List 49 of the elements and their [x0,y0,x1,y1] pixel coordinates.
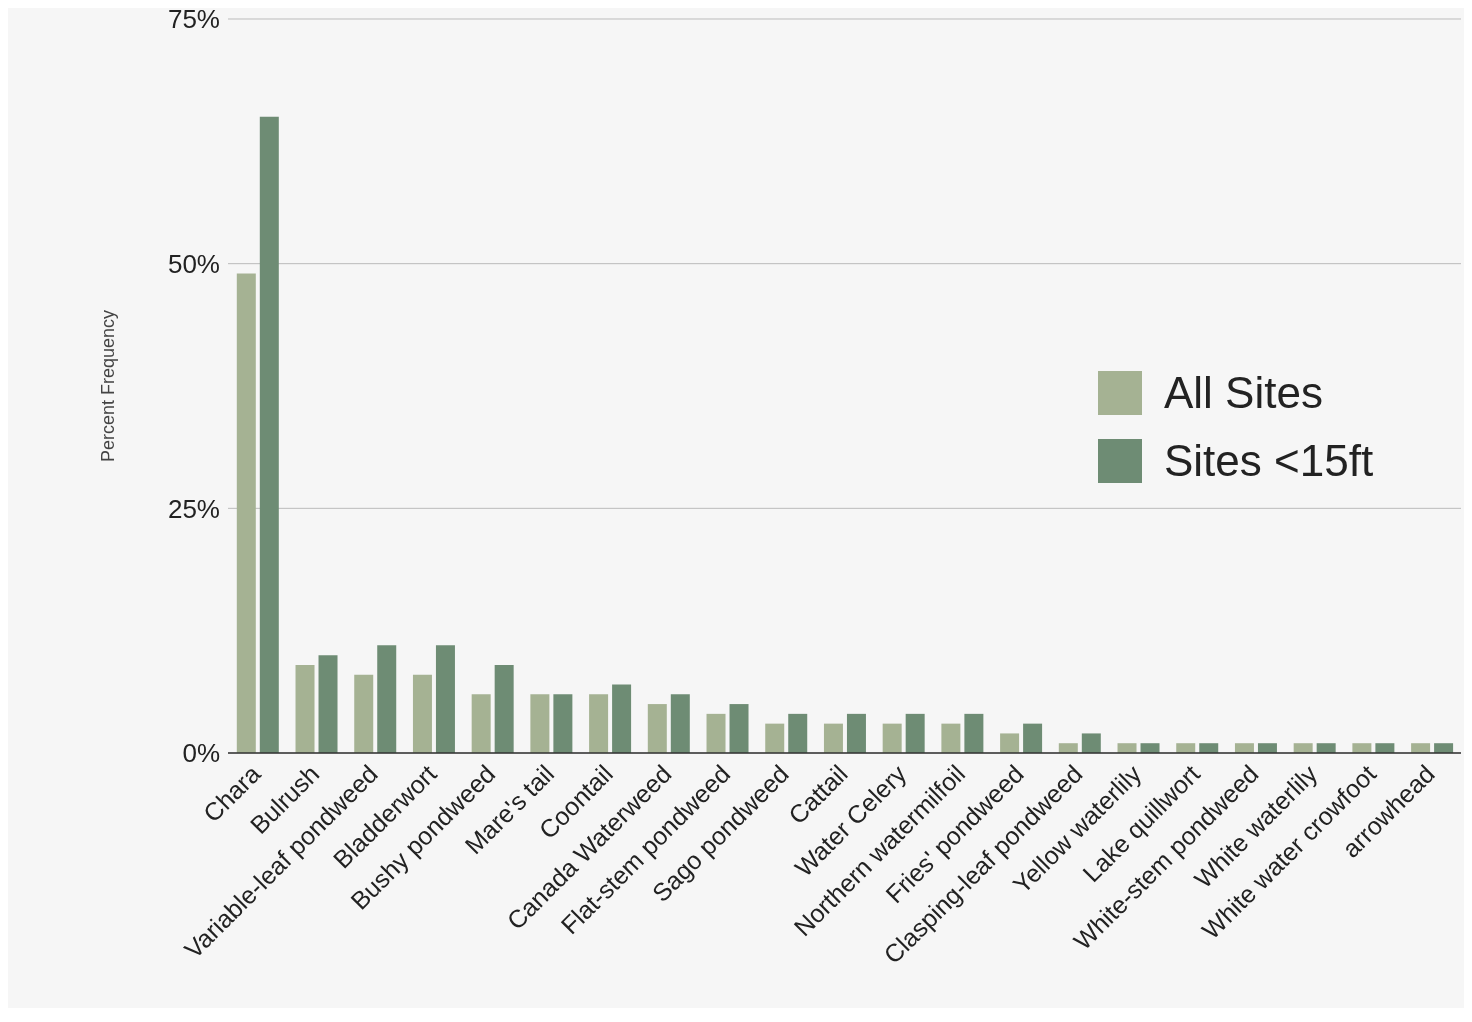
bar [1411,743,1431,753]
legend-label: Sites <15ft [1164,436,1374,486]
bar [1434,743,1454,753]
bar [1023,723,1043,753]
y-tick-label: 75% [167,4,220,35]
bar [1058,743,1078,753]
bar [1140,743,1160,753]
bar [553,694,573,753]
bar [882,723,902,753]
bar [1199,743,1219,753]
bar [1081,733,1101,753]
bar [377,645,397,753]
bar [471,694,491,753]
bar [706,713,726,753]
bar [1352,743,1372,753]
bar [1257,743,1277,753]
bar [295,664,315,753]
bar [765,723,785,753]
y-tick-label: 0% [182,738,220,769]
bar [647,704,667,753]
bar [435,645,455,753]
bar [846,713,866,753]
bar [1234,743,1254,753]
legend-label: All Sites [1164,368,1323,418]
bar [354,674,374,753]
bar [823,723,843,753]
bar [670,694,690,753]
y-axis-title: Percent Frequency [98,309,119,463]
bar [788,713,808,753]
bar [1000,733,1020,753]
bar [589,694,609,753]
bar [729,704,749,753]
bar [941,723,961,753]
bar [412,674,432,753]
bar [236,273,256,753]
bar [318,655,338,753]
bar [964,713,984,753]
bar [612,684,632,753]
bar [494,664,514,753]
bar [1316,743,1336,753]
y-tick-label: 50% [167,248,220,279]
y-tick-label: 25% [167,493,220,524]
bar [530,694,550,753]
bar [259,116,279,753]
bar [1176,743,1196,753]
bar [1293,743,1313,753]
bar [905,713,925,753]
bar [1117,743,1137,753]
bar [1375,743,1395,753]
